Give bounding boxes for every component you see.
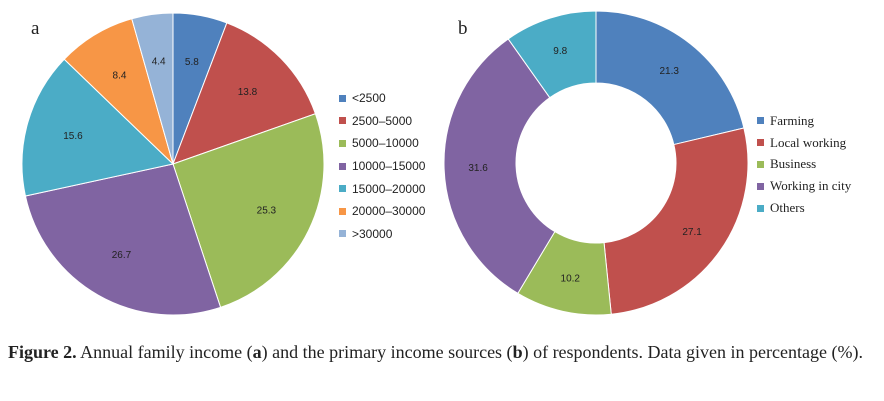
figure-caption: Figure 2. Annual family income (a) and t… [8,339,878,365]
slice-5000-10000 [172,113,325,308]
legend-item-local-working: Local working [757,132,851,154]
legend-label: 15000–20000 [352,181,426,196]
legend-income: <2500 2500–5000 5000–10000 10000–15000 15000… [339,87,425,245]
data-label-2500-5000: 13.8 [238,87,258,98]
charts-canvas: 5.8 13.8 25.3 26.7 15.6 8.4 4.4 21.3 27.1 10.2 31… [21,10,749,316]
legend-swatch [757,117,764,125]
data-label-5000-10000: 25.3 [257,205,277,216]
legend-item-working-in-city: Working in city [757,175,851,197]
donut-chart-income-sources: 21.3 27.1 10.2 31.6 9.8 [443,10,749,316]
legend-label: >30000 [352,226,393,241]
panel-a-letter: a [31,18,40,39]
slice-local-working [603,127,749,315]
legend-swatch [757,139,764,147]
legend-swatch [339,94,346,102]
caption-label: Figure 2. [8,342,77,362]
caption-b: b [512,342,523,362]
caption-text-3: ) of respondents. Data given in percenta… [522,342,863,362]
data-label-10000-15000: 26.7 [112,250,132,261]
legend-item-2500-5000: 2500–5000 [339,110,425,133]
legend-label: 5000–10000 [352,136,419,151]
legend-income-sources: Farming Local working Business Working in c… [757,110,851,219]
legend-label: 20000–30000 [352,204,426,219]
legend-label: 10000–15000 [352,159,426,174]
legend-item-2500: <2500 [339,87,425,110]
panel-b-letter: b [458,18,468,39]
data-label-business: 10.2 [561,274,581,285]
legend-item-farming: Farming [757,110,851,132]
legend-swatch [339,117,346,125]
legend-label: <2500 [352,91,386,106]
slice-farming [595,10,745,146]
data-label-20000-30000: 8.4 [113,70,127,81]
slice-10000-15000 [24,163,222,316]
legend-swatch [339,162,346,170]
legend-label: Others [770,200,805,216]
slice-30000 [131,12,174,165]
legend-item-30000: >30000 [339,223,425,246]
legend-item-5000-10000: 5000–10000 [339,132,425,155]
slice-working-in-city [443,38,556,295]
data-label-15000-20000: 15.6 [63,131,83,142]
legend-label: 2500–5000 [352,113,413,128]
caption-text-2: ) and the primary income sources ( [261,342,513,362]
legend-label: Working in city [770,178,852,194]
legend-item-20000-30000: 20000–30000 [339,200,425,223]
slice-others [507,10,597,99]
legend-item-others: Others [757,197,851,219]
legend-item-10000-15000: 10000–15000 [339,155,425,178]
legend-swatch [339,207,346,215]
caption-a: a [252,342,262,362]
data-label-farming: 21.3 [659,66,679,77]
data-label-local-working: 27.1 [682,227,702,238]
legend-swatch [339,230,346,238]
legend-swatch [757,182,764,190]
legend-swatch [339,185,346,193]
data-label-others: 9.8 [553,46,567,57]
slice-15000-20000 [21,58,175,197]
legend-swatch [757,204,764,212]
legend-item-15000-20000: 15000–20000 [339,177,425,200]
slice-2500-5000 [172,22,317,165]
legend-label: Local working [770,134,847,150]
data-label-30000: 4.4 [152,56,166,67]
legend-label: Farming [770,112,815,128]
legend-swatch [339,139,346,147]
data-label-working-in-city: 31.6 [468,163,488,174]
caption-text-1: Annual family income ( [76,342,253,362]
legend-item-business: Business [757,154,851,176]
pie-chart-income: 5.8 13.8 25.3 26.7 15.6 8.4 4.4 [21,12,325,316]
data-label-2500: 5.8 [185,57,199,68]
legend-label: Business [770,156,817,172]
legend-swatch [757,160,764,168]
